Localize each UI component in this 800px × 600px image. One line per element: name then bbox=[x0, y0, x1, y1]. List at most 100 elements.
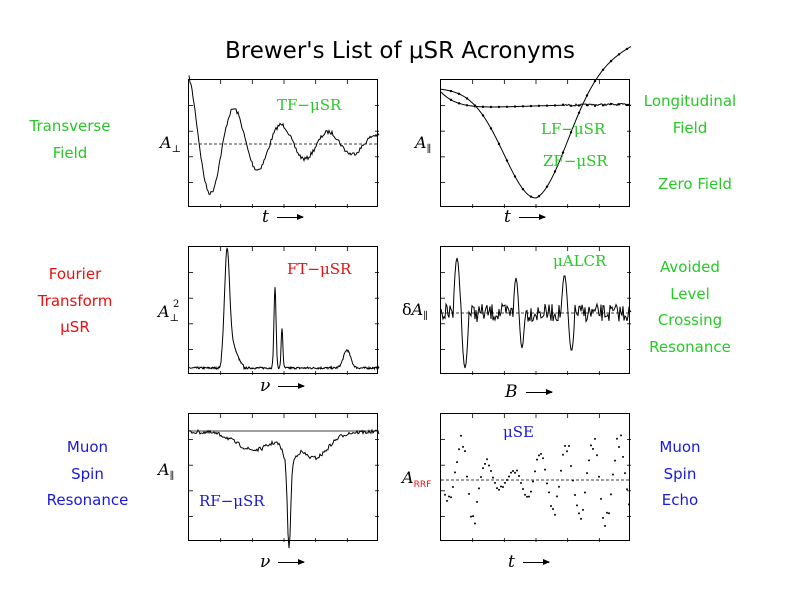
label-line: Zero Field bbox=[658, 175, 732, 193]
y-symbol: A bbox=[160, 133, 172, 152]
rf-signal bbox=[188, 428, 380, 549]
muon-spin-echo-label: Muon Spin Echo bbox=[640, 434, 720, 514]
data-point bbox=[546, 482, 548, 485]
ft-musr-plot: FT−μSR bbox=[188, 246, 380, 375]
data-point bbox=[568, 444, 570, 447]
plot-label: FT−μSR bbox=[287, 260, 352, 278]
y-prefix: δ bbox=[402, 300, 412, 319]
lf-signal bbox=[440, 91, 632, 108]
data-point bbox=[596, 454, 598, 457]
x-symbol: ν bbox=[260, 376, 271, 396]
data-point bbox=[582, 508, 584, 511]
arrow-icon bbox=[276, 214, 304, 220]
data-point bbox=[561, 103, 565, 106]
y-symbol: A bbox=[158, 302, 170, 321]
data-point bbox=[576, 504, 578, 507]
data-point bbox=[489, 127, 493, 130]
data-point bbox=[488, 464, 490, 467]
data-point bbox=[577, 111, 581, 114]
data-point bbox=[505, 159, 509, 162]
plot-canvas bbox=[440, 46, 632, 208]
alcr-plot: μALCR bbox=[440, 246, 632, 375]
plot-canvas bbox=[440, 247, 632, 375]
data-point bbox=[521, 187, 525, 191]
data-point bbox=[609, 102, 613, 106]
y-axis-label: A⊥ 2 bbox=[158, 298, 180, 325]
y-subscript: ∥ bbox=[426, 144, 432, 156]
data-point bbox=[560, 469, 562, 472]
data-point bbox=[516, 469, 518, 472]
data-point bbox=[548, 491, 550, 494]
label-line: Transform bbox=[37, 291, 113, 310]
data-point bbox=[617, 103, 621, 106]
data-point bbox=[628, 503, 630, 506]
data-point bbox=[449, 89, 453, 93]
label-line: Spin bbox=[663, 464, 697, 483]
data-point bbox=[520, 481, 522, 484]
data-point bbox=[592, 447, 594, 450]
data-point bbox=[537, 194, 541, 198]
data-point bbox=[616, 437, 618, 440]
label-line: Transverse bbox=[29, 117, 111, 135]
data-point bbox=[617, 53, 621, 56]
data-point bbox=[472, 515, 474, 518]
label-line: Resonance bbox=[46, 491, 129, 509]
y-symbol: A bbox=[402, 468, 414, 487]
data-point bbox=[534, 470, 536, 473]
label-line: Echo bbox=[661, 491, 699, 509]
y-axis-label: A∥ bbox=[415, 133, 431, 155]
data-point bbox=[474, 522, 476, 525]
data-point bbox=[458, 448, 460, 451]
data-point bbox=[561, 151, 565, 154]
y-superscript: 2 bbox=[172, 298, 180, 310]
label-line: Crossing bbox=[657, 311, 723, 329]
data-point bbox=[524, 493, 526, 496]
tf-signal bbox=[188, 75, 380, 195]
axis-ticks bbox=[189, 247, 379, 375]
label-line: Avoided bbox=[660, 258, 720, 276]
data-point bbox=[481, 105, 485, 109]
data-point bbox=[510, 471, 512, 474]
data-point bbox=[494, 481, 496, 484]
data-point bbox=[470, 515, 472, 518]
label-line: Level bbox=[670, 284, 710, 303]
data-point bbox=[569, 131, 573, 134]
y-symbol: A bbox=[415, 133, 427, 152]
data-point bbox=[521, 105, 525, 108]
data-point bbox=[572, 479, 574, 482]
data-point bbox=[498, 488, 500, 491]
axis-ticks bbox=[189, 414, 379, 542]
data-point bbox=[532, 480, 534, 483]
data-point bbox=[618, 445, 620, 448]
x-axis-label: B bbox=[505, 382, 553, 402]
data-point bbox=[552, 507, 554, 510]
axis-ticks bbox=[189, 80, 379, 208]
data-point bbox=[476, 500, 478, 503]
label-line: Spin bbox=[71, 464, 104, 483]
label-line: μSR bbox=[60, 318, 90, 336]
data-point bbox=[622, 455, 624, 458]
data-point bbox=[465, 97, 469, 100]
data-point bbox=[504, 481, 506, 484]
data-point bbox=[620, 434, 622, 437]
data-point bbox=[586, 472, 588, 475]
data-point bbox=[569, 104, 573, 107]
plot-canvas bbox=[188, 414, 380, 549]
tf-musr-plot: TF−μSR bbox=[188, 75, 380, 208]
data-point bbox=[466, 475, 468, 478]
data-point bbox=[585, 94, 589, 97]
arrow-icon bbox=[522, 559, 550, 565]
data-point bbox=[528, 495, 530, 498]
data-point bbox=[602, 516, 604, 519]
data-point bbox=[481, 114, 485, 117]
data-point bbox=[526, 495, 528, 498]
data-point bbox=[508, 475, 510, 478]
data-point bbox=[444, 493, 446, 496]
data-point bbox=[484, 462, 486, 465]
label-line: Longitudinal bbox=[643, 92, 737, 110]
y-axis-label: A⊥ bbox=[160, 133, 181, 155]
data-point bbox=[496, 487, 498, 490]
zf-signal bbox=[440, 46, 632, 199]
data-point bbox=[497, 105, 501, 109]
y-symbol: A bbox=[158, 460, 170, 479]
